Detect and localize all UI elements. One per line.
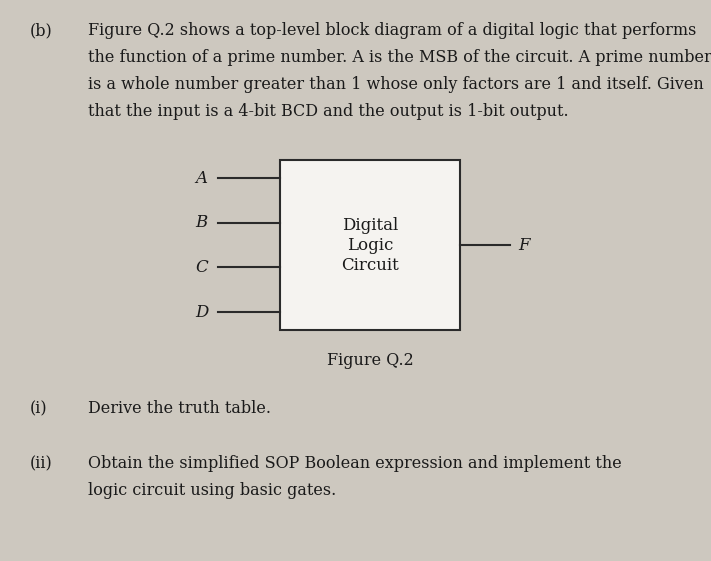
- Text: Derive the truth table.: Derive the truth table.: [88, 400, 271, 417]
- Text: B: B: [195, 214, 207, 231]
- Text: D: D: [195, 304, 208, 320]
- Text: Figure Q.2 shows a top-level block diagram of a digital logic that performs: Figure Q.2 shows a top-level block diagr…: [88, 22, 696, 39]
- Text: (b): (b): [30, 22, 53, 39]
- Text: Circuit: Circuit: [341, 256, 399, 274]
- Text: (ii): (ii): [30, 455, 53, 472]
- Text: Digital: Digital: [342, 217, 398, 233]
- Text: is a whole number greater than 1 whose only factors are 1 and itself. Given: is a whole number greater than 1 whose o…: [88, 76, 704, 93]
- Text: that the input is a 4-bit BCD and the output is 1-bit output.: that the input is a 4-bit BCD and the ou…: [88, 103, 569, 120]
- Text: Logic: Logic: [347, 237, 393, 254]
- Text: A: A: [195, 169, 207, 186]
- Text: (i): (i): [30, 400, 48, 417]
- Text: the function of a prime number. A is the MSB of the circuit. A prime number: the function of a prime number. A is the…: [88, 49, 711, 66]
- Text: C: C: [195, 259, 208, 276]
- Text: F: F: [518, 237, 530, 254]
- Bar: [280, 160, 460, 330]
- Text: logic circuit using basic gates.: logic circuit using basic gates.: [88, 482, 336, 499]
- Text: Figure Q.2: Figure Q.2: [326, 352, 413, 369]
- Text: Obtain the simplified SOP Boolean expression and implement the: Obtain the simplified SOP Boolean expres…: [88, 455, 621, 472]
